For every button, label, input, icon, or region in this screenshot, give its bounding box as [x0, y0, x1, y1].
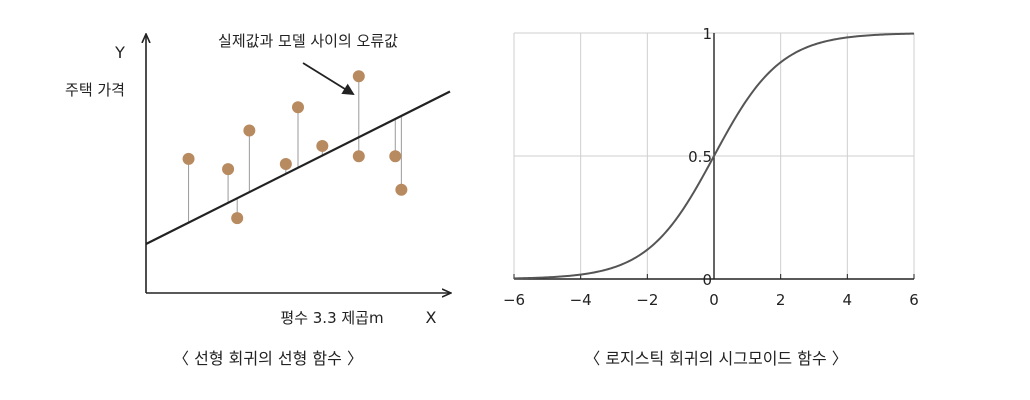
linear-regression-chart: Y 주택 가격 X 평수 3.3 제곱m 실제값과 모델 사이의 오류값 〈 선…	[65, 32, 450, 368]
data-point	[316, 139, 329, 152]
data-point	[222, 163, 235, 176]
y-axis-letter: Y	[114, 43, 125, 62]
right-caption: 〈 로지스틱 회귀의 시그모이드 함수 〉	[584, 349, 848, 368]
regression-line	[145, 90, 451, 245]
x-tick-label: −2	[636, 291, 658, 309]
y-tick-label: 1	[702, 25, 712, 43]
data-point	[389, 150, 402, 163]
data-point	[243, 124, 256, 137]
x-tick-label: −4	[570, 291, 592, 309]
x-tick-label: 2	[776, 291, 786, 309]
sigmoid-chart: −6 −4 −2 0 2 4 6 0 0.5 1 〈 로지스틱 회귀의 시그모이드 함수 〉	[503, 25, 919, 368]
left-caption: 〈 선형 회귀의 선형 함수 〉	[173, 349, 363, 368]
x-tick-label: −6	[503, 291, 525, 309]
data-point	[292, 101, 304, 114]
data-point	[231, 212, 244, 225]
y-tick-label: 0.5	[688, 148, 712, 166]
x-axis-label: 평수 3.3 제곱m	[280, 309, 383, 327]
y-tick-label: 0	[702, 271, 712, 289]
data-point	[352, 150, 365, 163]
error-annotation: 실제값과 모델 사이의 오류값	[218, 32, 398, 50]
data-point	[279, 158, 292, 170]
data-point	[395, 183, 408, 196]
x-tick-label: 6	[909, 291, 919, 309]
data-point	[352, 70, 365, 83]
x-tick-label: 4	[843, 291, 853, 309]
x-axis-letter: X	[426, 308, 437, 327]
sigmoid-curve	[513, 32, 915, 280]
y-axis-label: 주택 가격	[65, 81, 125, 99]
annotation-arrow	[302, 62, 355, 96]
x-tick-label: 0	[709, 291, 719, 309]
data-point	[182, 152, 195, 165]
